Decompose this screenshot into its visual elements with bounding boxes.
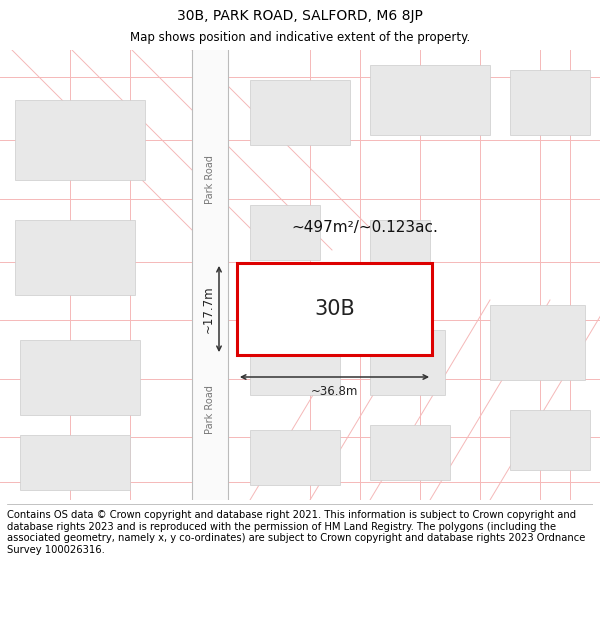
- Bar: [490, 305, 585, 380]
- Bar: [250, 430, 340, 485]
- Bar: [20, 340, 140, 415]
- Text: ~497m²/~0.123ac.: ~497m²/~0.123ac.: [291, 220, 438, 235]
- Bar: [192, 50, 228, 500]
- Text: Park Road: Park Road: [205, 156, 215, 204]
- Bar: [370, 220, 430, 270]
- Bar: [510, 70, 590, 135]
- Bar: [250, 80, 350, 145]
- Bar: [370, 330, 445, 395]
- Bar: [237, 263, 432, 355]
- Text: ~17.7m: ~17.7m: [202, 285, 215, 332]
- Bar: [250, 205, 320, 260]
- Text: 30B, PARK ROAD, SALFORD, M6 8JP: 30B, PARK ROAD, SALFORD, M6 8JP: [177, 9, 423, 23]
- Bar: [15, 100, 145, 180]
- Text: Contains OS data © Crown copyright and database right 2021. This information is : Contains OS data © Crown copyright and d…: [7, 510, 586, 555]
- Bar: [15, 220, 135, 295]
- Text: ~36.8m: ~36.8m: [311, 385, 358, 398]
- Bar: [250, 325, 340, 395]
- Bar: [370, 425, 450, 480]
- Text: 30B: 30B: [314, 299, 355, 319]
- Bar: [20, 435, 130, 490]
- Text: Park Road: Park Road: [205, 386, 215, 434]
- Bar: [370, 65, 490, 135]
- Bar: [510, 410, 590, 470]
- Text: Map shows position and indicative extent of the property.: Map shows position and indicative extent…: [130, 31, 470, 44]
